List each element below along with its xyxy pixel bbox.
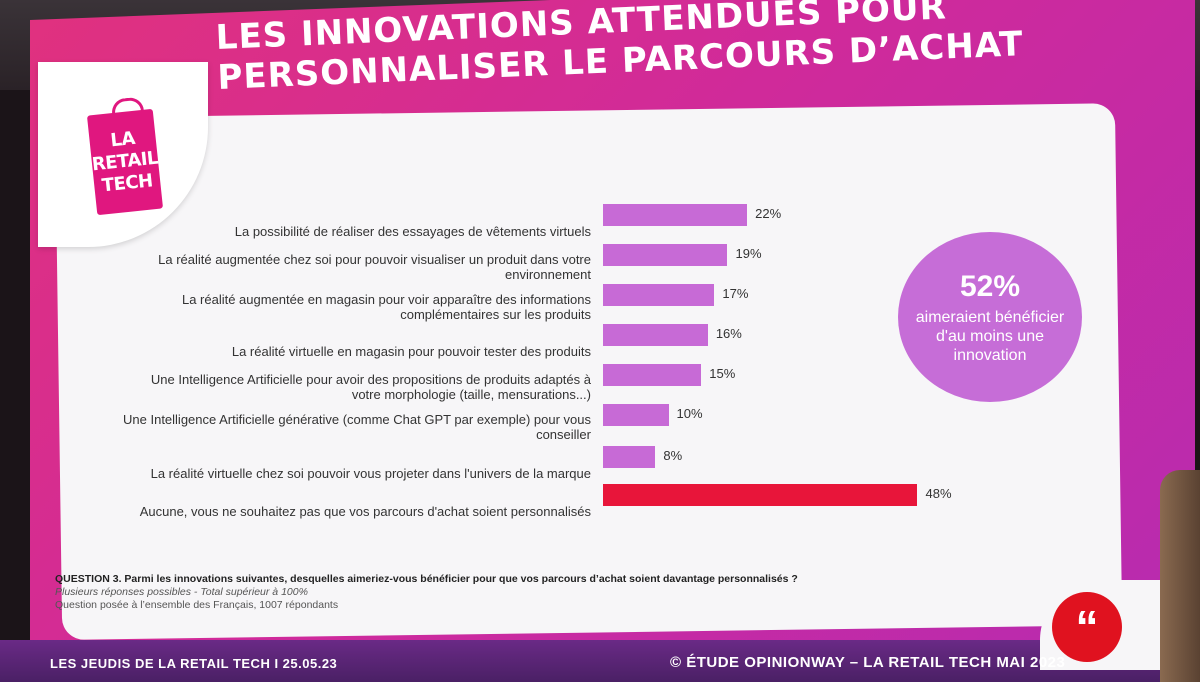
bar (603, 324, 708, 346)
question-subnote: Plusieurs réponses possibles - Total sup… (55, 586, 308, 598)
value-label: 22% (755, 206, 782, 221)
value-label: 15% (709, 366, 736, 381)
category-label-line: environnement (505, 267, 591, 282)
category-label-line: La réalité augmentée chez soi pour pouvo… (158, 252, 591, 267)
value-label: 48% (925, 486, 952, 501)
value-label: 19% (735, 246, 762, 261)
category-label: Une Intelligence Artificielle générative… (71, 412, 591, 442)
slide-footer-band (0, 640, 1200, 682)
category-label-line: La possibilité de réaliser des essayages… (234, 224, 591, 239)
bar (603, 446, 656, 468)
category-label-line: La réalité virtuelle chez soi pouvoir vo… (150, 466, 591, 481)
category-label-line: Une Intelligence Artificielle générative… (123, 412, 591, 427)
bar (603, 404, 669, 426)
highlight-text: aimeraient bénéficier d'au moins une inn… (915, 308, 1065, 364)
category-label-line: Une Intelligence Artificielle pour avoir… (150, 372, 591, 387)
category-label: Aucune, vous ne souhaitez pas que vos pa… (71, 504, 591, 519)
category-label-line: votre morphologie (taille, mensurations.… (351, 387, 591, 402)
bar (603, 364, 702, 386)
value-label: 17% (722, 286, 749, 301)
category-label-line: La réalité virtuelle en magasin pour pou… (231, 344, 591, 359)
bar (603, 204, 748, 226)
category-label: La réalité augmentée en magasin pour voi… (71, 292, 591, 322)
category-label-line: La réalité augmentée en magasin pour voi… (181, 292, 591, 307)
bar (603, 484, 918, 506)
category-label: Une Intelligence Artificielle pour avoir… (71, 372, 591, 402)
question-note: QUESTION 3. Parmi les innovations suivan… (55, 573, 875, 612)
footer-right: © ÉTUDE OPINIONWAY – LA RETAIL TECH MAI … (670, 654, 1066, 671)
category-label: La réalité virtuelle chez soi pouvoir vo… (71, 466, 591, 481)
value-label: 8% (663, 448, 683, 463)
highlight-bubble: 52% aimeraient bénéficier d'au moins une… (898, 232, 1082, 402)
quote-icon: “ (1052, 592, 1122, 662)
category-label-line: conseiller (536, 427, 591, 442)
category-label: La réalité virtuelle en magasin pour pou… (71, 344, 591, 359)
highlight-value: 52% (959, 269, 1021, 303)
bar (603, 244, 728, 266)
footer-left: LES JEUDIS DE LA RETAIL TECH I 25.05.23 (50, 656, 338, 671)
question-text: QUESTION 3. Parmi les innovations suivan… (55, 573, 798, 585)
value-label: 16% (715, 326, 742, 341)
value-label: 10% (676, 406, 703, 421)
category-label-line: Aucune, vous ne souhaitez pas que vos pa… (139, 504, 591, 519)
room-edge (1160, 470, 1200, 682)
category-label: La possibilité de réaliser des essayages… (71, 224, 591, 239)
category-label: La réalité augmentée chez soi pour pouvo… (71, 252, 591, 282)
bar (603, 284, 715, 306)
question-sample: Question posée à l’ensemble des Français… (55, 599, 339, 611)
category-label-line: complémentaires sur les produits (400, 307, 591, 322)
